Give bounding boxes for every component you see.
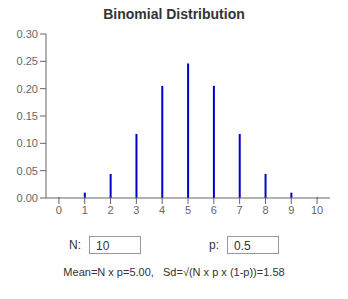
svg-text:0.05: 0.05 — [17, 165, 38, 177]
svg-text:2: 2 — [107, 204, 113, 216]
svg-text:8: 8 — [262, 204, 268, 216]
svg-text:5: 5 — [185, 204, 191, 216]
svg-text:0: 0 — [56, 204, 62, 216]
svg-text:10: 10 — [311, 204, 323, 216]
svg-text:0.00: 0.00 — [17, 192, 38, 204]
svg-text:6: 6 — [211, 204, 217, 216]
svg-text:4: 4 — [159, 204, 165, 216]
svg-text:3: 3 — [133, 204, 139, 216]
svg-text:1: 1 — [82, 204, 88, 216]
svg-text:7: 7 — [237, 204, 243, 216]
svg-text:0.20: 0.20 — [17, 83, 38, 95]
svg-text:0.10: 0.10 — [17, 137, 38, 149]
html-text:p:: p: — [209, 238, 219, 252]
svg-text:0.25: 0.25 — [17, 55, 38, 67]
svg-text:0.15: 0.15 — [17, 110, 38, 122]
html-text:10: 10 — [96, 239, 110, 253]
svg-text:0.30: 0.30 — [17, 28, 38, 40]
html-text:Mean=N x p=5.00, Sd=√(N x p x: Mean=N x p=5.00, Sd=√(N x p x (1-p))=1.5… — [63, 266, 285, 278]
html-text:Binomial Distribution: Binomial Distribution — [103, 6, 245, 22]
svg-text:9: 9 — [288, 204, 294, 216]
html-text:N:: N: — [69, 238, 81, 252]
html-text:0.5: 0.5 — [234, 239, 251, 253]
